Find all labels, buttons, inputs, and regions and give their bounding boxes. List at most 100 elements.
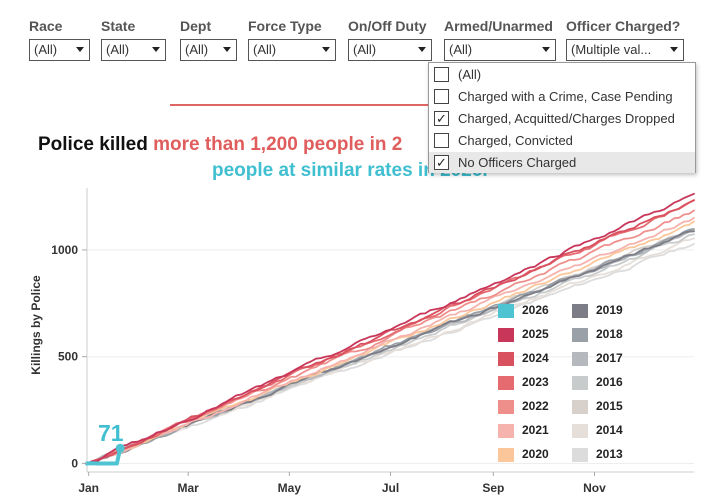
- legend-swatch: [498, 400, 514, 414]
- legend-item-2018[interactable]: 2018: [572, 326, 652, 344]
- checkbox[interactable]: [434, 89, 449, 104]
- header-divider: [170, 104, 432, 106]
- legend-item-2016[interactable]: 2016: [572, 374, 652, 392]
- series-line-2019: [86, 230, 695, 465]
- legend-swatch: [572, 448, 588, 462]
- legend-item-2022[interactable]: 2022: [498, 398, 578, 416]
- filter-label-race: Race: [29, 18, 63, 34]
- legend-label: 2019: [596, 303, 623, 317]
- legend-item-2023[interactable]: 2023: [498, 374, 578, 392]
- force-type-select[interactable]: (All): [248, 39, 336, 61]
- x-ticks: Jan Mar May Jul Sep Nov: [78, 472, 606, 495]
- checkbox[interactable]: [434, 133, 449, 148]
- filter-label-state: State: [101, 18, 136, 34]
- legend-label: 2025: [522, 327, 549, 341]
- series-line-2025: [86, 192, 695, 465]
- checkbox[interactable]: ✓: [434, 111, 449, 126]
- legend-swatch: [572, 376, 588, 390]
- state-select[interactable]: (All): [101, 39, 166, 61]
- filter-race: Race (All): [29, 17, 90, 61]
- state-select-value: (All): [106, 42, 130, 57]
- dropdown-option[interactable]: Charged, Convicted: [429, 130, 695, 151]
- dropdown-option-label: No Officers Charged: [458, 155, 577, 170]
- legend-item-2020[interactable]: 2020: [498, 446, 578, 464]
- legend-item-2013[interactable]: 2013: [572, 446, 652, 464]
- x-tick-label: Sep: [482, 481, 504, 495]
- headline-highlight: more than 1,200 people in 2: [153, 134, 403, 155]
- current-total-callout: 71: [98, 420, 124, 446]
- legend-swatch: [572, 328, 588, 342]
- legend-swatch: [572, 352, 588, 366]
- series-line-2021: [86, 217, 695, 465]
- chevron-down-icon: [542, 47, 550, 52]
- legend-swatch: [498, 328, 514, 342]
- dropdown-option[interactable]: Charged with a Crime, Case Pending: [429, 86, 695, 107]
- legend-label: 2021: [522, 423, 549, 437]
- legend-label: 2023: [522, 375, 549, 389]
- legend-label: 2024: [522, 351, 549, 365]
- y-tick-label: 1000: [51, 243, 78, 257]
- race-select[interactable]: (All): [29, 39, 90, 61]
- checkbox[interactable]: [434, 67, 449, 82]
- legend-item-2026[interactable]: 2026: [498, 302, 578, 320]
- filter-bar: Race (All) State (All) Dept (All) Force …: [0, 0, 711, 70]
- legend-item-2024[interactable]: 2024: [498, 350, 578, 368]
- legend-swatch: [572, 304, 588, 318]
- legend-swatch: [572, 424, 588, 438]
- legend-label: 2015: [596, 399, 623, 413]
- legend-item-2015[interactable]: 2015: [572, 398, 652, 416]
- filter-dept: Dept (All): [180, 17, 237, 61]
- legend-item-2025[interactable]: 2025: [498, 326, 578, 344]
- dropdown-option[interactable]: ✓ Charged, Acquitted/Charges Dropped: [429, 108, 695, 129]
- gridlines: [87, 249, 694, 464]
- armed-unarmed-select-value: (All): [449, 42, 473, 57]
- chevron-down-icon: [76, 47, 84, 52]
- race-select-value: (All): [34, 42, 58, 57]
- filter-label-officer-charged: Officer Charged?: [566, 18, 681, 34]
- on-off-duty-select[interactable]: (All): [348, 39, 432, 61]
- dropdown-option-label: (All): [458, 67, 482, 82]
- dropdown-option[interactable]: ✓ No Officers Charged: [429, 152, 695, 173]
- filter-on-off-duty: On/Off Duty (All): [348, 17, 432, 61]
- force-type-select-value: (All): [253, 42, 277, 57]
- legend-label: 2026: [522, 303, 549, 317]
- chevron-down-icon: [152, 47, 160, 52]
- officer-charged-select[interactable]: (Multiple val...: [566, 39, 684, 61]
- legend-item-2017[interactable]: 2017: [572, 350, 652, 368]
- legend-item-2019[interactable]: 2019: [572, 302, 652, 320]
- filter-officer-charged: Officer Charged? (Multiple val...: [566, 17, 684, 61]
- series-endpoint-2026: [115, 443, 125, 453]
- x-tick-label: Nov: [583, 481, 606, 495]
- legend-item-2021[interactable]: 2021: [498, 422, 578, 440]
- y-tick-label: 500: [58, 350, 78, 364]
- headline-prefix: Police killed: [38, 134, 154, 155]
- filter-state: State (All): [101, 17, 166, 61]
- chevron-down-icon: [223, 47, 231, 52]
- dropdown-option-label: Charged, Acquitted/Charges Dropped: [458, 111, 675, 126]
- legend-label: 2016: [596, 375, 623, 389]
- headline-subline: people at similar rates in 2026.: [212, 160, 488, 181]
- chart: 0 500 1000 Jan Mar May Jul Sep Nov: [51, 188, 695, 495]
- checkbox[interactable]: ✓: [434, 155, 449, 170]
- filter-label-armed-unarmed: Armed/Unarmed: [444, 18, 553, 34]
- filter-label-on-off-duty: On/Off Duty: [348, 18, 427, 34]
- armed-unarmed-select[interactable]: (All): [444, 39, 556, 61]
- legend-item-2014[interactable]: 2014: [572, 422, 652, 440]
- dropdown-option-label: Charged, Convicted: [458, 133, 573, 148]
- legend-swatch: [498, 376, 514, 390]
- y-axis-label: Killings by Police: [29, 275, 43, 375]
- dropdown-option[interactable]: (All): [429, 64, 695, 85]
- legend-label: 2018: [596, 327, 623, 341]
- legend-label: 2013: [596, 447, 623, 461]
- dept-select[interactable]: (All): [180, 39, 237, 61]
- y-ticks: 0 500 1000: [51, 243, 87, 470]
- legend-swatch: [498, 352, 514, 366]
- legend-swatch: [572, 400, 588, 414]
- legend-swatch: [498, 448, 514, 462]
- legend-label: 2017: [596, 351, 623, 365]
- x-tick-label: Jul: [382, 481, 399, 495]
- chevron-down-icon: [418, 47, 426, 52]
- legend-label: 2022: [522, 399, 549, 413]
- filter-armed-unarmed: Armed/Unarmed (All): [444, 17, 556, 61]
- filter-label-force-type: Force Type: [248, 18, 322, 34]
